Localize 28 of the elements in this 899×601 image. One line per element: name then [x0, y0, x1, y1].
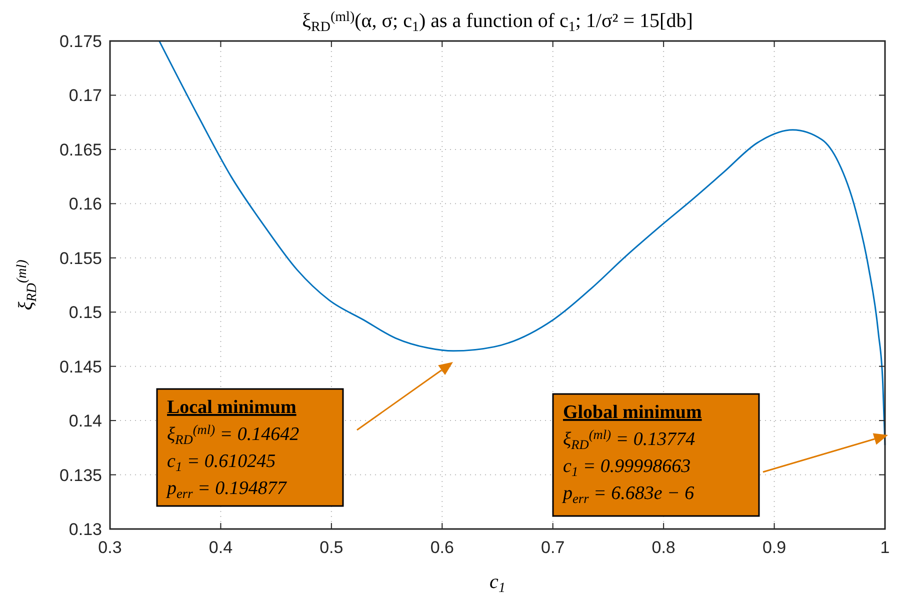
y-tick-label: 0.175: [59, 32, 102, 51]
annotation: ξ$_{RD}$$^{(ml)}$ = 0.13774: [563, 427, 696, 452]
x-tick-label: 0.5: [320, 538, 344, 557]
y-tick-label: 0.13: [68, 520, 102, 539]
y-tick-label: 0.14: [68, 412, 102, 431]
y-tick-label: 0.155: [59, 248, 102, 268]
y-tick-label: 0.16: [68, 194, 102, 214]
x-tick-label: 0.4: [208, 538, 233, 557]
y-tick-label: 0.135: [59, 466, 102, 485]
x-tick-label: 0.9: [762, 538, 786, 557]
annotation: c$_{1}$ = 0.99998663: [563, 456, 691, 479]
x-tick-label: 0.6: [430, 538, 454, 557]
y-tick-label: 0.145: [59, 357, 102, 376]
annotation: p$_{err}$ = 6.683e − 6: [561, 483, 695, 506]
chart-title: ξ$_{RD}$$^{(ml)}$(α, σ; c$_{1}$) as a function of c$_{1}$; 1/σ² = 15[db]: [302, 10, 693, 36]
x-tick-label: 1: [880, 538, 890, 557]
x-axis-title: c$_{1}$: [490, 571, 506, 596]
x-tick-label: 0.8: [652, 538, 676, 557]
annotation: ξ$_{RD}$$^{(ml)}$ = 0.14642: [167, 422, 300, 447]
annotation: p$_{err}$ = 0.194877: [165, 478, 288, 501]
x-tick-label: 0.7: [541, 538, 565, 557]
x-tick-label: 0.3: [98, 538, 122, 557]
y-tick-label: 0.15: [68, 303, 102, 322]
annotation: c$_{1}$ = 0.610245: [167, 451, 276, 474]
annotation: Global minimum: [563, 402, 702, 423]
annotation: Local minimum: [167, 397, 296, 418]
y-tick-label: 0.17: [68, 86, 102, 106]
y-tick-label: 0.165: [59, 140, 102, 160]
